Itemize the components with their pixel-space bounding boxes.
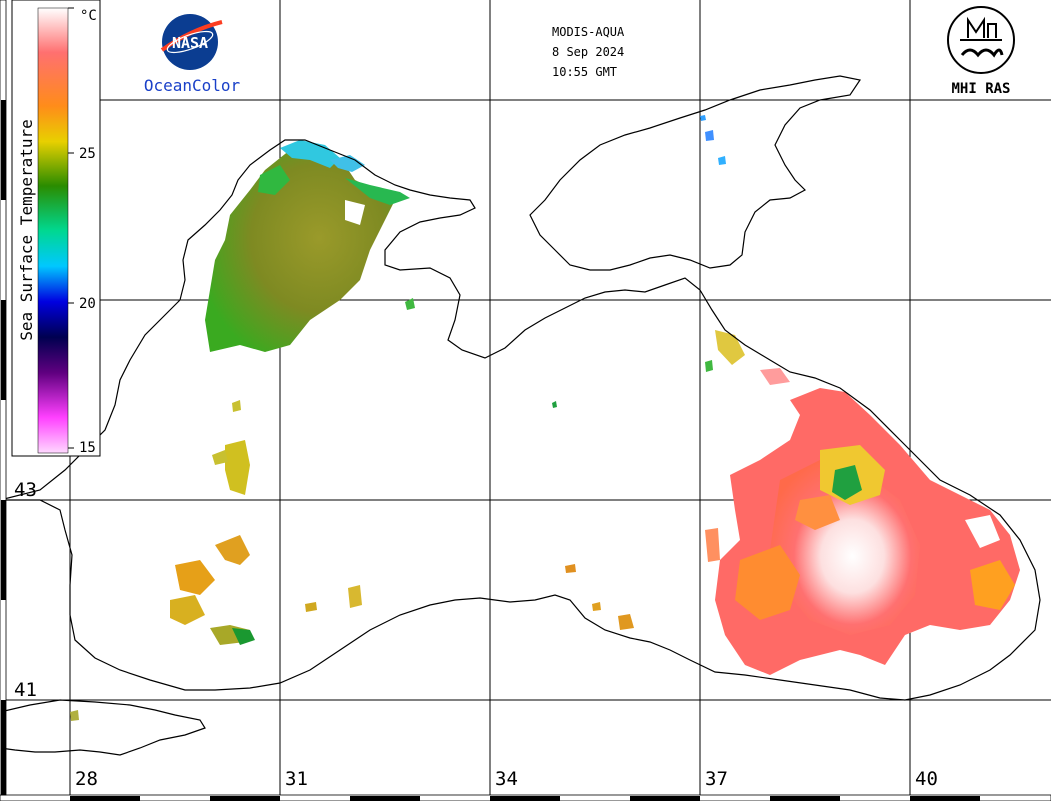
nasa-logo-text: NASA xyxy=(172,34,208,52)
sensor-label: MODIS-AQUA xyxy=(552,25,625,39)
lon-label-31: 31 xyxy=(285,768,308,790)
lat-label-41: 41 xyxy=(14,679,37,701)
colorbar-tick-15: 15 xyxy=(79,440,96,456)
lon-label-40: 40 xyxy=(915,768,938,790)
sst-data xyxy=(70,115,1020,721)
colorbar-tick-25: 25 xyxy=(79,146,96,162)
colorbar-unit: °C xyxy=(80,8,97,24)
coastline xyxy=(0,75,1041,756)
colorbar-title: Sea Surface Temperature xyxy=(17,119,36,341)
mhi-ras-logo xyxy=(947,6,1015,74)
colorbar-tick-20: 20 xyxy=(79,296,96,312)
lon-label-28: 28 xyxy=(75,768,98,790)
date-label: 8 Sep 2024 xyxy=(552,45,624,59)
lat-label-43: 43 xyxy=(14,479,37,501)
lon-label-34: 34 xyxy=(495,768,518,790)
lon-label-37: 37 xyxy=(705,768,728,790)
mhi-ras-label: MHI RAS xyxy=(951,81,1010,97)
colorbar: 25 20 15 °C Sea Surface Temperature xyxy=(11,0,101,457)
oceancolor-label: OceanColor xyxy=(144,76,241,95)
nasa-logo: NASA xyxy=(160,14,223,70)
time-label: 10:55 GMT xyxy=(552,65,617,79)
